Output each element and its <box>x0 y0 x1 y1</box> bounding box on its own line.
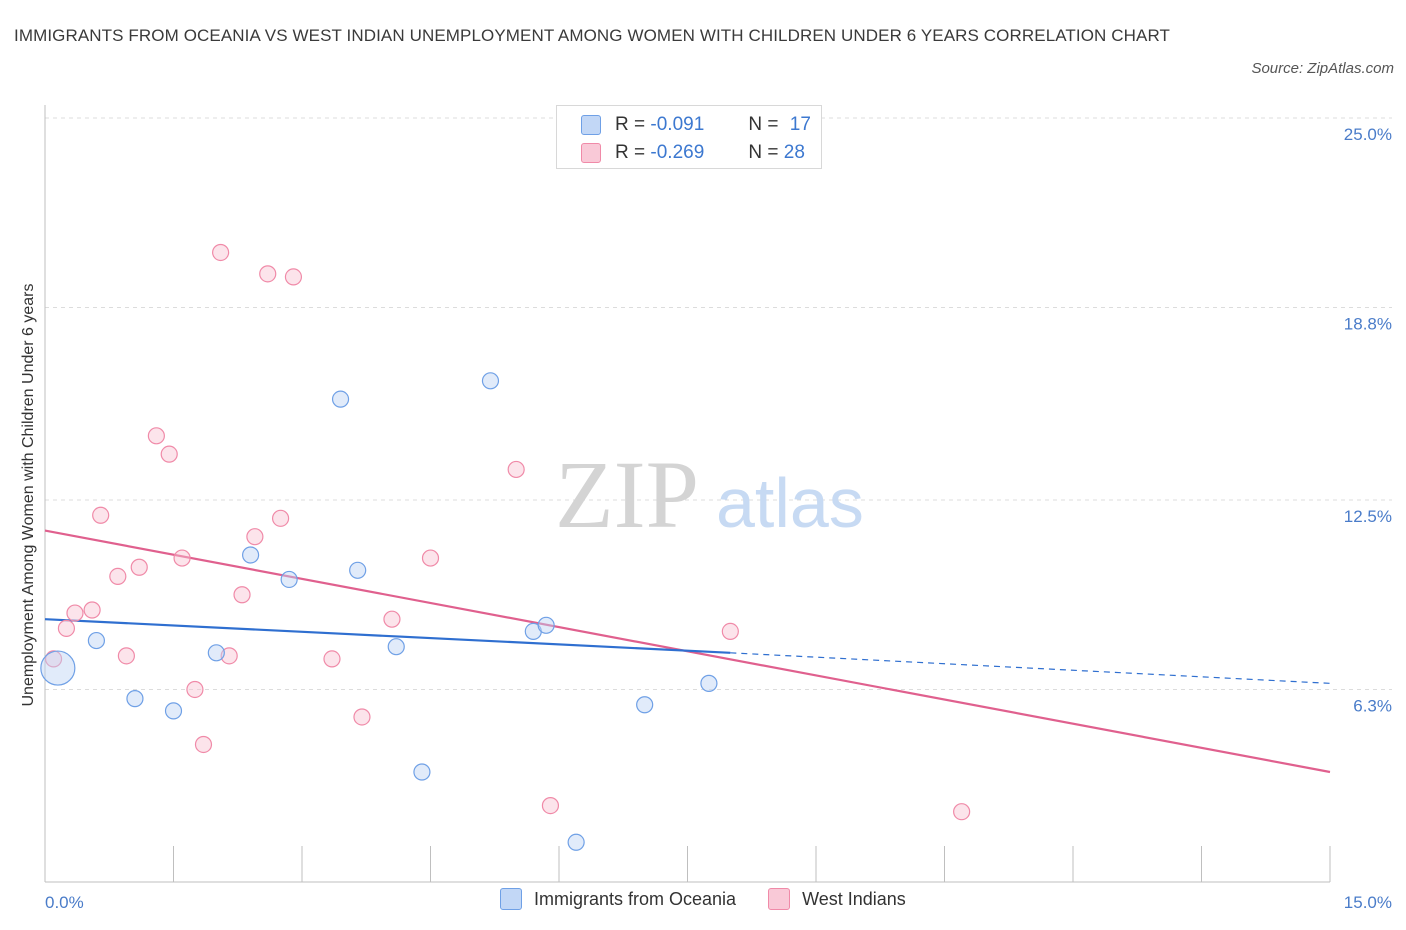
west-indians-swatch <box>581 143 601 163</box>
watermark-atlas: atlas <box>716 464 864 542</box>
r-label: R = <box>615 114 646 135</box>
oceania-point <box>387 638 405 656</box>
oceania-point <box>242 546 260 564</box>
oceania-point <box>164 702 183 720</box>
west-indians-point <box>66 604 84 622</box>
axes <box>44 105 1331 883</box>
oceania-swatch <box>581 115 601 135</box>
oceania-point <box>331 390 350 408</box>
tick-labels: 6.3% 12.5% 18.8% 25.0% 0.0% 15.0% <box>45 125 1392 912</box>
correlation-legend: R = -0.091 N = 17 R = -0.269 N = 28 <box>556 105 822 169</box>
west-indians-point <box>353 708 371 726</box>
west-indians-point <box>186 680 204 699</box>
x-tick-label: 15.0% <box>1344 893 1392 912</box>
west-indians-point <box>284 268 303 286</box>
n-label: N = <box>748 142 779 163</box>
watermark: ZIP atlas <box>555 441 864 548</box>
legend-row-oceania: R = -0.091 N = 17 <box>581 111 811 139</box>
west-indians-point <box>259 265 277 283</box>
west-indians-point <box>160 445 178 463</box>
oceania-point <box>700 674 718 692</box>
oceania-trend-line <box>44 618 731 654</box>
oceania-point <box>207 644 225 662</box>
west-indians-legend-label: West Indians <box>802 888 906 909</box>
west-indians-point <box>953 803 971 821</box>
source-label: Source: ZipAtlas.com <box>1251 60 1394 77</box>
west-indians-point <box>109 567 127 586</box>
west-indians-point <box>233 586 251 604</box>
r-label: R = <box>615 142 646 163</box>
oceania-point <box>87 631 106 650</box>
trend-lines <box>44 529 1331 774</box>
west-indians-point <box>271 509 290 527</box>
west-indians-point <box>421 549 440 567</box>
y-tick-label: 25.0% <box>1344 125 1392 144</box>
data-points <box>40 243 971 851</box>
oceania-legend-swatch <box>500 888 522 910</box>
oceania-legend-label: Immigrants from Oceania <box>534 888 737 909</box>
west-indians-point <box>721 622 739 641</box>
oceania-point <box>537 616 555 634</box>
legend-item-oceania: Immigrants from Oceania <box>500 888 736 910</box>
legend-row-west-indians: R = -0.269 N = 28 <box>581 139 805 167</box>
oceania-point <box>280 570 298 589</box>
n-label: N = <box>748 114 779 135</box>
y-tick-label: 18.8% <box>1344 314 1392 333</box>
west-indians-point <box>117 647 135 665</box>
y-tick-label: 6.3% <box>1353 696 1392 715</box>
west-indians-point <box>246 528 264 546</box>
oceania-point <box>567 833 585 851</box>
oceania-r-value: -0.091 <box>650 114 705 135</box>
west-indians-point <box>323 650 341 668</box>
west-indians-point <box>212 243 230 262</box>
west-indians-point <box>220 647 238 665</box>
oceania-n-value: 17 <box>789 114 811 135</box>
y-axis-title: Unemployment Among Women with Children U… <box>20 283 37 706</box>
oceania-point <box>481 372 500 390</box>
west-indians-point <box>130 558 148 576</box>
west-indians-point <box>44 650 63 668</box>
x-tick-label: 0.0% <box>45 893 84 912</box>
watermark-zip: ZIP <box>555 441 699 548</box>
west-indians-point <box>194 735 213 754</box>
series-legend: Immigrants from Oceania West Indians <box>500 888 938 910</box>
west-indians-n-value: 28 <box>783 142 805 163</box>
west-indians-point <box>92 506 110 524</box>
west-indians-point <box>57 619 76 637</box>
west-indians-point <box>83 601 101 619</box>
west-indians-point <box>507 460 525 479</box>
chart-title: IMMIGRANTS FROM OCEANIA VS WEST INDIAN U… <box>14 26 1171 45</box>
west-indians-point <box>541 796 560 815</box>
legend-item-west-indians: West Indians <box>768 888 906 910</box>
oceania-point <box>413 763 431 781</box>
west-indians-point <box>147 427 165 445</box>
west-indians-legend-swatch <box>768 888 791 910</box>
oceania-point <box>636 696 654 714</box>
oceania-point <box>40 650 76 686</box>
oceania-trend-extension <box>730 652 1331 684</box>
west-indians-r-value: -0.269 <box>650 142 705 163</box>
oceania-point <box>349 561 367 579</box>
west-indians-point <box>173 549 191 567</box>
gridlines <box>45 117 1392 690</box>
west-indians-point <box>383 610 401 628</box>
y-tick-label: 12.5% <box>1344 507 1392 526</box>
oceania-point <box>126 690 144 708</box>
